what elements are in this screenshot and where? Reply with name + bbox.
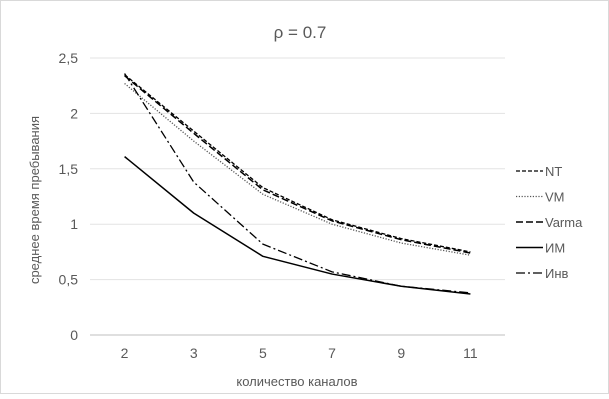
- y-tick-label: 2: [70, 105, 78, 121]
- series-line-Varma: [124, 75, 471, 254]
- y-tick-label: 2,5: [59, 50, 79, 66]
- x-tick-label: 3: [190, 345, 198, 361]
- chart-title: ρ = 0.7: [274, 23, 327, 42]
- legend-label: Varma: [545, 215, 583, 230]
- x-tick-label: 2: [121, 345, 129, 361]
- y-tick-label: 1,5: [59, 161, 79, 177]
- legend-label: Инв: [545, 266, 569, 281]
- x-tick-label: 9: [397, 345, 405, 361]
- legend-label: ИМ: [545, 241, 565, 256]
- y-tick-label: 1: [70, 216, 78, 232]
- series-line-VM: [124, 82, 471, 256]
- y-tick-label: 0,5: [59, 272, 79, 288]
- series-line-NT: [124, 74, 471, 253]
- legend-label: VM: [545, 190, 565, 205]
- x-axis-label: количество каналов: [236, 374, 357, 389]
- y-axis-label: среднее время пребывания: [27, 116, 42, 284]
- series-line-Инв: [124, 73, 471, 294]
- x-tick-label: 7: [328, 345, 336, 361]
- x-tick-label: 5: [259, 345, 267, 361]
- y-tick-label: 0: [70, 327, 78, 343]
- legend-label: NT: [545, 164, 562, 179]
- x-tick-label: 11: [463, 345, 478, 361]
